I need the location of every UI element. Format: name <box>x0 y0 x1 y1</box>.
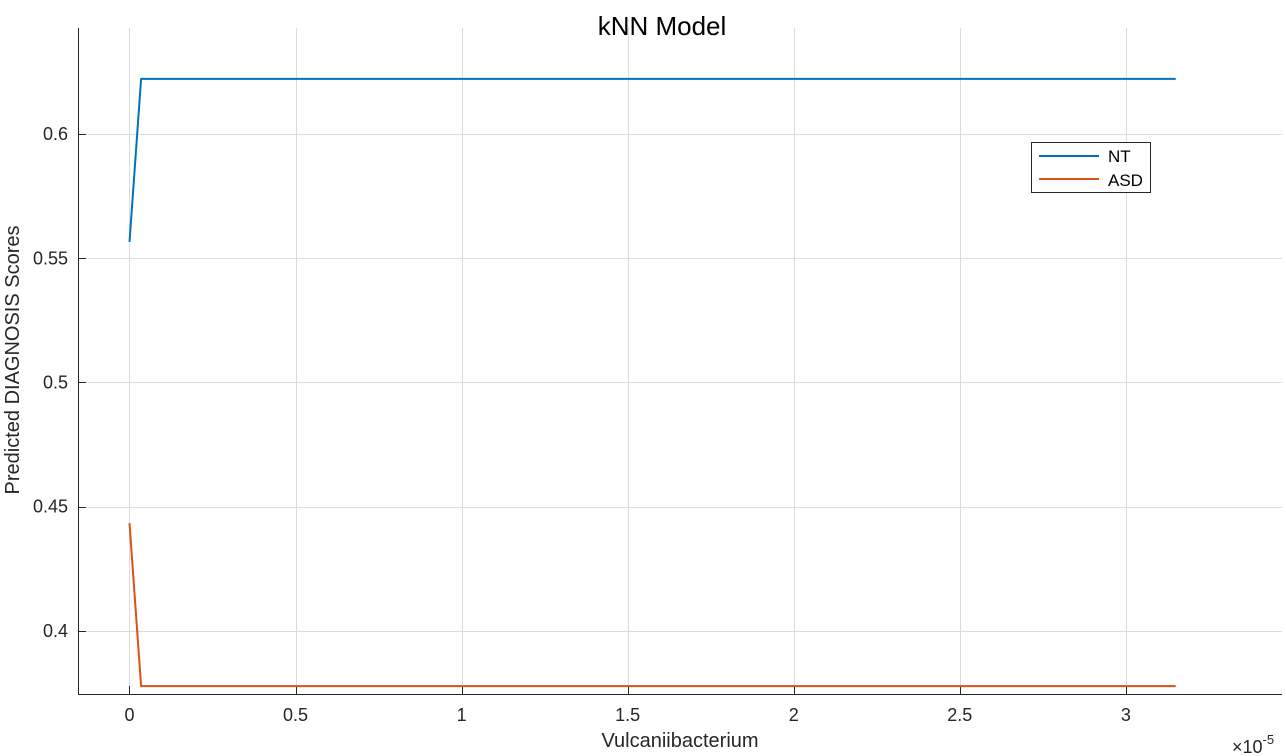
grid <box>78 28 1282 694</box>
legend-label-nt: NT <box>1108 147 1131 166</box>
y-tick-label-2: 0.5 <box>43 372 68 392</box>
series-line-asd <box>128 523 1176 688</box>
x-exponent: ×10-5 <box>1232 732 1274 756</box>
x-tick-label-4: 2 <box>789 705 799 725</box>
tick-labels: 0 0.5 1 1.5 2 2.5 3 0.4 0.45 0.5 0.55 0.6 <box>33 124 1131 725</box>
x-tick-label-3: 1.5 <box>615 705 640 725</box>
legend-label-asd: ASD <box>1108 171 1143 190</box>
axes <box>78 28 1282 695</box>
y-tick-label-0: 0.4 <box>43 621 68 641</box>
legend: NT ASD <box>1031 142 1151 193</box>
y-tick-label-3: 0.55 <box>33 248 68 268</box>
chart-title: kNN Model <box>598 11 727 41</box>
y-tick-label-1: 0.45 <box>33 497 68 517</box>
y-tick-label-4: 0.6 <box>43 124 68 144</box>
y-axis-label: Predicted DIAGNOSIS Scores <box>2 226 24 495</box>
x-tick-label-0: 0 <box>124 705 134 725</box>
x-exponent-power: -5 <box>1263 732 1275 747</box>
series-lines <box>128 77 1176 688</box>
x-tick-label-1: 0.5 <box>283 705 308 725</box>
x-tick-label-6: 3 <box>1121 705 1131 725</box>
legend-box <box>1031 142 1151 193</box>
x-tick-label-2: 1 <box>457 705 467 725</box>
x-axis-label: Vulcaniibacterium <box>601 730 758 752</box>
x-tick-label-5: 2.5 <box>947 705 972 725</box>
x-exponent-base: ×10 <box>1232 737 1263 756</box>
series-line-nt <box>128 77 1176 242</box>
